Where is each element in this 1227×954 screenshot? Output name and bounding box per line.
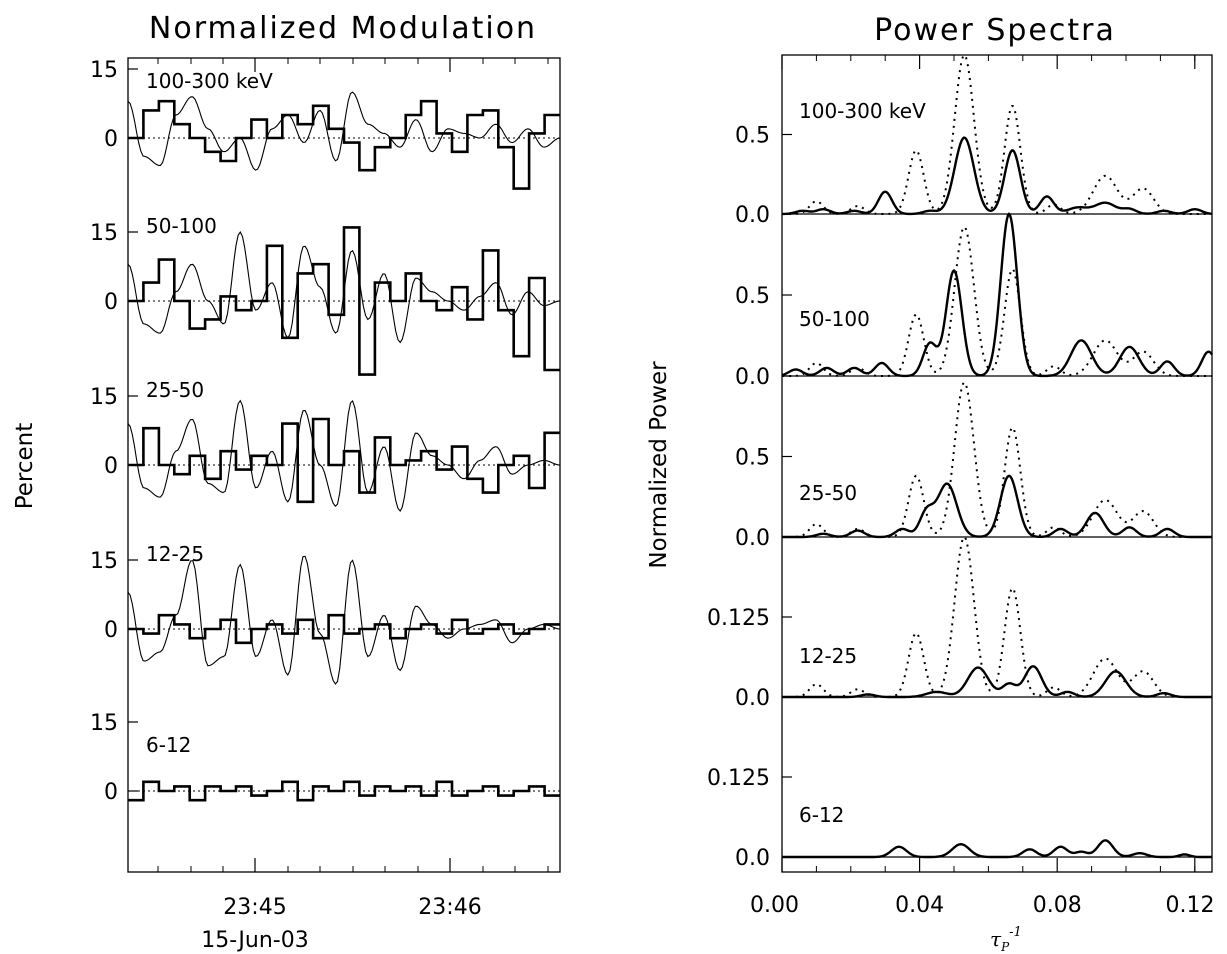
- y-tick-label: 0.0: [735, 365, 770, 390]
- panel-label: 100-300 keV: [146, 69, 273, 93]
- right-title: Power Spectra: [874, 13, 1116, 48]
- y-tick-label: 0.5: [735, 124, 770, 149]
- y-tick-label: 0.0: [735, 526, 770, 551]
- y-tick-label: 0.125: [707, 606, 770, 631]
- panel-label: 25-50: [799, 481, 857, 505]
- y-tick-label: 0: [104, 780, 118, 805]
- y-tick-label: 0.5: [735, 446, 770, 471]
- panel-label: 12-25: [146, 542, 204, 566]
- x-tick-label: 0.00: [750, 893, 799, 918]
- dotted-spectrum: [782, 225, 1212, 377]
- y-tick-label: 15: [90, 549, 118, 574]
- dotted-spectrum: [782, 381, 1212, 538]
- y-tick-label: 15: [90, 385, 118, 410]
- tau-subscript: P: [1000, 940, 1010, 954]
- x-tick-label: 0.08: [1033, 893, 1082, 918]
- modulation-panels: 15 0 100-300 keV 15 0 50-100 15 0 25-50 15 0 12-25 1…: [90, 58, 561, 920]
- dotted-spectrum: [782, 535, 1212, 698]
- panel-label: 50-100: [799, 307, 870, 331]
- left-y-axis-label: Percent: [12, 423, 38, 510]
- panel-label: 12-25: [799, 644, 857, 668]
- y-tick-label: 0: [104, 618, 118, 643]
- right-plot-frame: [781, 54, 1213, 873]
- solid-spectrum: [782, 839, 1212, 859]
- modulation-histogram: [128, 613, 560, 645]
- y-tick-label: 0: [104, 454, 118, 479]
- left-x-axis-label: 15-Jun-03: [201, 928, 308, 953]
- y-tick-label: 0.0: [735, 686, 770, 711]
- modulation-histogram: [128, 417, 560, 504]
- y-tick-label: 15: [90, 58, 118, 83]
- x-tick-label: 23:45: [223, 895, 286, 920]
- panel-label: 50-100: [146, 214, 217, 238]
- y-tick-label: 0.125: [707, 766, 770, 791]
- x-tick-label: 0.04: [895, 893, 944, 918]
- panel-label: 6-12: [799, 803, 844, 827]
- x-tick-label: 0.12: [1166, 893, 1215, 918]
- panel-label: 6-12: [146, 733, 191, 757]
- spectra-panels: 0.0 0.5 100-300 keV 0.0 0.5 50-100 0.0 0.5 25-50…: [707, 53, 1215, 918]
- panel-label: 25-50: [146, 378, 204, 402]
- y-tick-label: 0.0: [735, 846, 770, 871]
- x-tick-label: 23:46: [418, 895, 481, 920]
- tau-superscript: -1: [1009, 925, 1022, 940]
- y-tick-label: 0.5: [735, 284, 770, 309]
- solid-spectrum: [781, 136, 1213, 216]
- modulation-histogram: [128, 99, 560, 190]
- tau-symbol: τ: [990, 927, 1002, 951]
- dotted-spectrum: [782, 53, 1212, 215]
- y-tick-label: 15: [90, 221, 118, 246]
- modulation-histogram: [128, 226, 560, 376]
- y-tick-label: 0: [104, 127, 118, 152]
- solid-spectrum: [781, 212, 1213, 378]
- model-curve: [127, 91, 561, 171]
- panel-label: 100-300 keV: [799, 99, 926, 123]
- y-tick-label: 0: [104, 290, 118, 315]
- solid-spectrum: [782, 665, 1212, 699]
- y-tick-label: 0.0: [735, 203, 770, 228]
- right-y-axis-label: Normalized Power: [646, 361, 672, 569]
- solid-spectrum: [782, 474, 1212, 539]
- left-title: Normalized Modulation: [149, 11, 537, 46]
- right-x-axis-label: τP-1: [990, 925, 1022, 954]
- y-tick-label: 15: [90, 711, 118, 736]
- modulation-histogram: [128, 780, 560, 802]
